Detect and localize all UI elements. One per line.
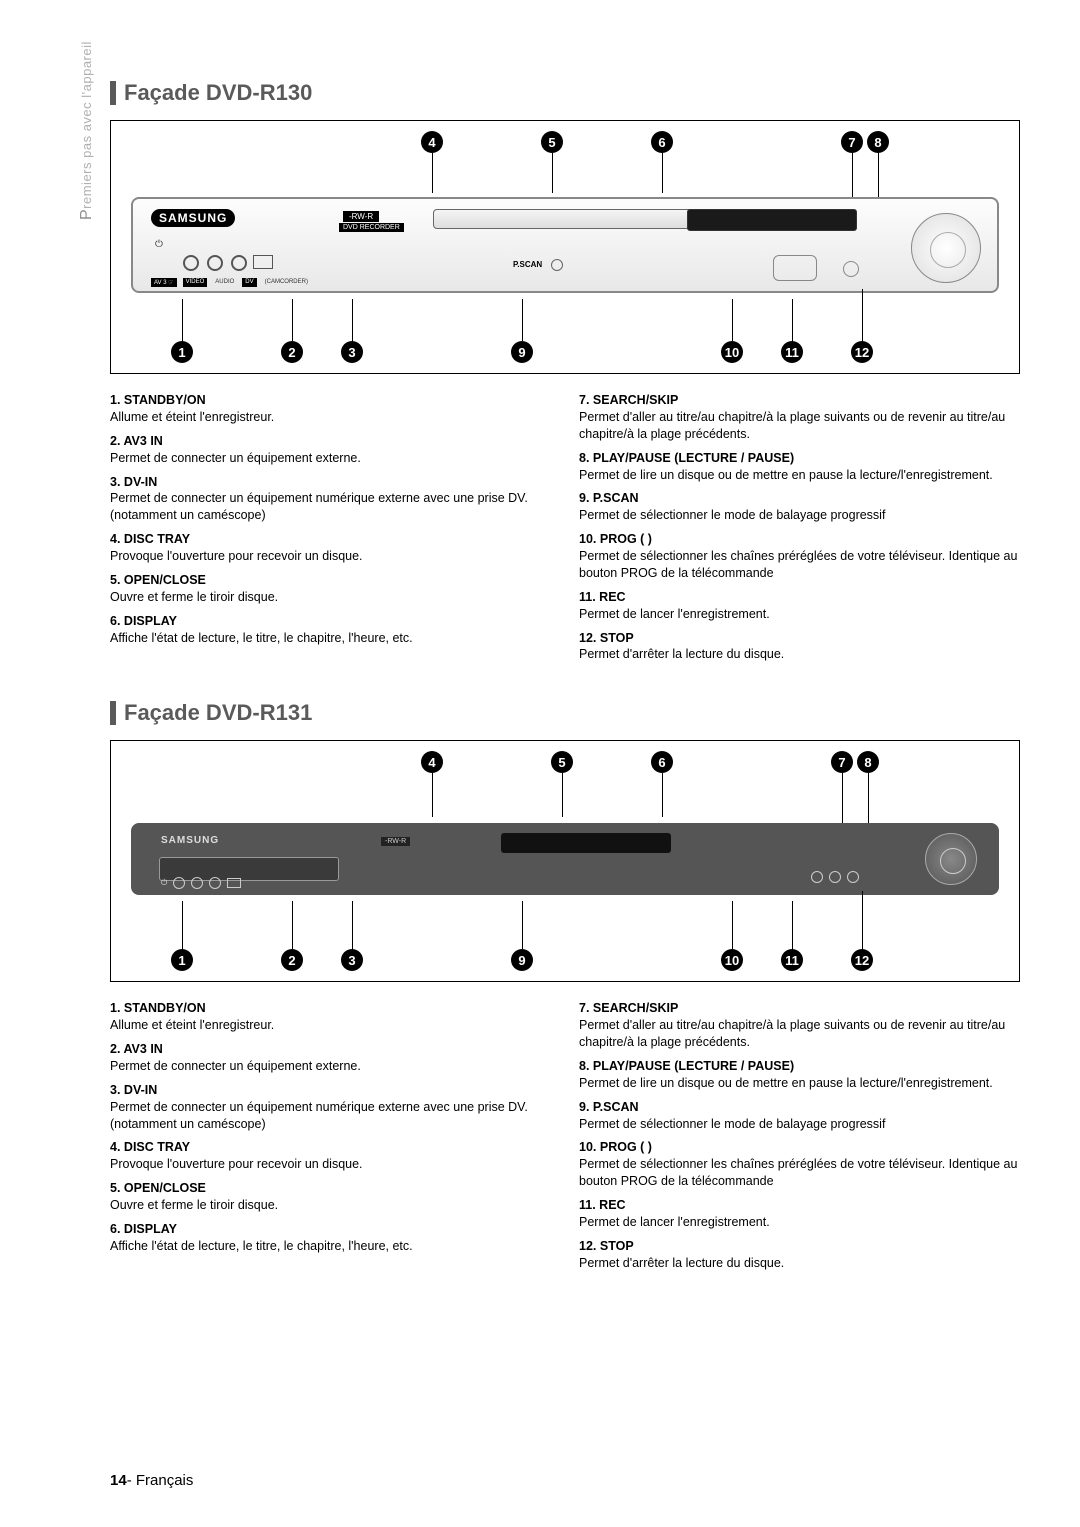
rec-button [843, 261, 859, 277]
callout-3b: 3 [341, 949, 363, 971]
diagram-r131: 4 5 6 7 8 SAMSUNG -RW-R ⏻ 1 2 3 9 10 11 … [110, 740, 1020, 982]
brand-logo: SAMSUNG [151, 209, 235, 227]
brand-logo: SAMSUNG [161, 835, 219, 846]
pscan-button [551, 259, 563, 271]
callout-8: 8 [867, 131, 889, 153]
play-pause-dial [925, 833, 977, 885]
callout-10: 10 [721, 341, 743, 363]
page-footer: 14- Français [110, 1472, 193, 1489]
callout-9b: 9 [511, 949, 533, 971]
descriptions-r130: 1. STANDBY/ONAllume et éteint l'enregist… [110, 392, 1020, 670]
port-labels: AV 3 ☞ VIDEO AUDIO DV (CAMCORDER) [151, 278, 310, 287]
callout-8b: 8 [857, 751, 879, 773]
play-pause-dial [911, 213, 981, 283]
badge-rw: -RW-R [343, 211, 379, 222]
desc-col-right: 7. SEARCH/SKIPPermet d'aller au titre/au… [579, 392, 1020, 670]
section-title-r131: Façade DVD-R131 [110, 700, 1020, 726]
dv-port [253, 255, 273, 269]
prog-buttons [811, 871, 859, 883]
badge-rw: -RW-R [381, 837, 410, 846]
callout-11b: 11 [781, 949, 803, 971]
callout-4b: 4 [421, 751, 443, 773]
callout-4: 4 [421, 131, 443, 153]
device-front-r131: SAMSUNG -RW-R ⏻ [131, 823, 999, 895]
callout-7b: 7 [831, 751, 853, 773]
desc-col-right-b: 7. SEARCH/SKIPPermet d'aller au titre/au… [579, 1000, 1020, 1278]
callout-2: 2 [281, 341, 303, 363]
desc-col-left-b: 1. STANDBY/ONAllume et éteint l'enregist… [110, 1000, 551, 1278]
display-panel [501, 833, 671, 853]
callout-11: 11 [781, 341, 803, 363]
descriptions-r131: 1. STANDBY/ONAllume et éteint l'enregist… [110, 1000, 1020, 1278]
prog-rocker [773, 255, 817, 281]
pscan-label: P.SCAN [513, 260, 542, 269]
callout-2b: 2 [281, 949, 303, 971]
disc-tray [433, 209, 693, 229]
power-icon: ⏻ [155, 239, 163, 250]
callout-1: 1 [171, 341, 193, 363]
callout-7: 7 [841, 131, 863, 153]
sidebar-section-label: Premiers pas avec l'appareil [78, 41, 96, 220]
section-title-r130: Façade DVD-R130 [110, 80, 1020, 106]
av-jacks [183, 255, 247, 271]
callout-5: 5 [541, 131, 563, 153]
callout-6b: 6 [651, 751, 673, 773]
callout-5b: 5 [551, 751, 573, 773]
callout-1b: 1 [171, 949, 193, 971]
callout-10b: 10 [721, 949, 743, 971]
callout-6: 6 [651, 131, 673, 153]
callout-3: 3 [341, 341, 363, 363]
callout-12: 12 [851, 341, 873, 363]
callout-9: 9 [511, 341, 533, 363]
desc-col-left: 1. STANDBY/ONAllume et éteint l'enregist… [110, 392, 551, 670]
callout-12b: 12 [851, 949, 873, 971]
badge-recorder: DVD RECORDER [339, 223, 404, 232]
device-front-r130: SAMSUNG -RW-R DVD RECORDER ⏻ AV 3 ☞ VIDE… [131, 197, 999, 293]
display-panel [687, 209, 857, 231]
diagram-r130: 4 5 6 7 8 SAMSUNG -RW-R DVD RECORDER ⏻ A… [110, 120, 1020, 374]
av-jacks: ⏻ [161, 877, 241, 889]
